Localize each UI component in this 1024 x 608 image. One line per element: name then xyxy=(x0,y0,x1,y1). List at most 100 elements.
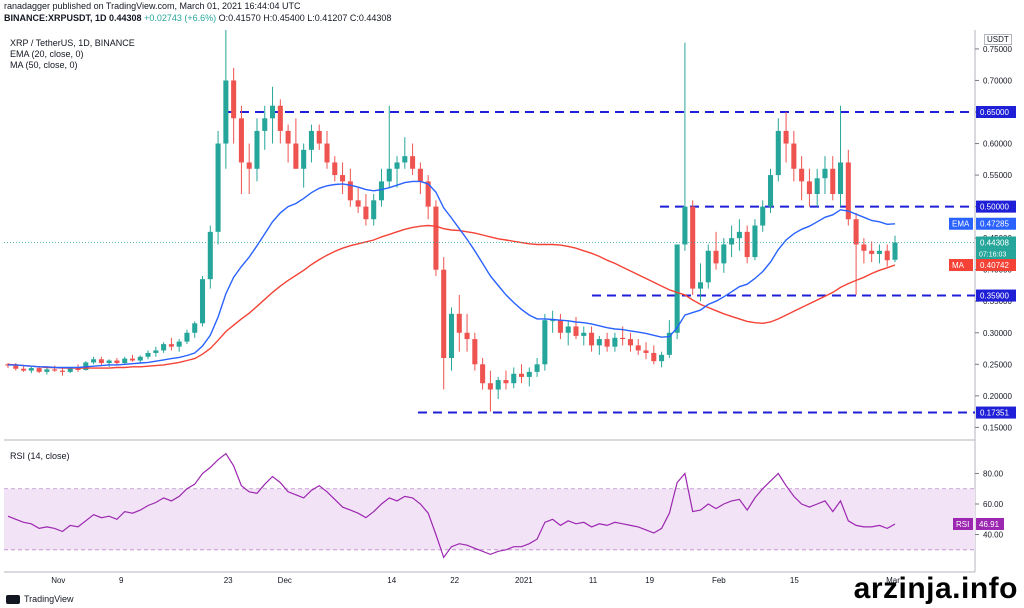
candle xyxy=(215,130,221,245)
candle-body xyxy=(511,373,517,384)
candle-body xyxy=(604,339,610,347)
level-tag-bg xyxy=(976,106,1016,118)
candle-body xyxy=(869,250,875,254)
candle xyxy=(285,124,291,163)
candle xyxy=(363,194,369,226)
candle xyxy=(557,313,563,340)
candle-body xyxy=(293,143,299,169)
candle xyxy=(456,294,462,352)
candle-body xyxy=(36,368,42,372)
candle xyxy=(28,366,34,374)
candle-body xyxy=(557,320,563,333)
time-tick-label: Mar xyxy=(886,576,900,585)
candle-body xyxy=(456,313,462,333)
rsi-tick-label: 40.00 xyxy=(983,531,1004,540)
candle xyxy=(153,346,159,357)
candle xyxy=(806,168,812,207)
candle-body xyxy=(526,371,532,377)
candle-body xyxy=(285,130,291,144)
candle xyxy=(83,361,89,371)
candle xyxy=(122,356,128,365)
candle-body xyxy=(550,320,556,322)
publisher-line: ranadagger published on TradingView.com,… xyxy=(4,1,301,11)
candle xyxy=(511,367,517,389)
candle-body xyxy=(433,206,439,270)
candle-body xyxy=(480,364,486,384)
close-value: C:0.44308 xyxy=(349,13,392,23)
candle xyxy=(666,320,672,358)
ma-price-tag-bg xyxy=(976,259,1016,272)
candle-body xyxy=(122,358,128,364)
candle xyxy=(21,366,27,372)
candle-body xyxy=(316,130,322,144)
candle-body xyxy=(884,250,890,261)
candle xyxy=(425,175,431,220)
candle-body xyxy=(301,149,307,169)
candle-body xyxy=(168,344,174,347)
candle xyxy=(231,67,237,144)
candle xyxy=(651,345,657,365)
candle xyxy=(853,212,859,295)
last-price-tag: 0.44308 xyxy=(976,236,1016,249)
candle-body xyxy=(503,380,509,384)
candle xyxy=(627,332,633,352)
candle xyxy=(721,238,727,273)
rsi-tag: RSI 46.91 xyxy=(953,517,1004,530)
candle-body xyxy=(184,332,190,342)
horizontal-level-tag: 0.50000 xyxy=(976,200,1016,213)
candle xyxy=(293,118,299,169)
level-tag-label: 0.50000 xyxy=(980,203,1009,212)
level-tag-bg xyxy=(976,289,1016,302)
currency-selector[interactable]: USDT xyxy=(984,34,1012,45)
candle-body xyxy=(417,168,423,182)
candle xyxy=(876,244,882,264)
candle-body xyxy=(262,118,268,131)
price-tick-label: 0.55000 xyxy=(983,171,1012,180)
candle xyxy=(799,156,805,201)
candle-body xyxy=(340,175,346,182)
candle xyxy=(861,238,867,264)
candle xyxy=(246,143,252,194)
candle xyxy=(129,354,136,362)
candle-body xyxy=(853,219,859,245)
candle-body xyxy=(246,162,252,169)
candle-body xyxy=(713,250,719,264)
candle-body xyxy=(324,143,330,163)
candle xyxy=(386,105,392,188)
candle xyxy=(355,187,361,213)
price-tick-label: 0.20000 xyxy=(983,392,1012,401)
candle xyxy=(752,219,758,261)
candle-body xyxy=(386,168,392,182)
candle-body xyxy=(697,282,704,289)
candle xyxy=(814,168,820,207)
rsi-tag-value: 46.91 xyxy=(979,520,1000,529)
candle-body xyxy=(277,105,283,131)
candle xyxy=(581,326,587,346)
candle-body xyxy=(192,323,198,333)
time-tick-label: 15 xyxy=(790,576,799,585)
high-value: H:0.45400 xyxy=(263,13,305,23)
last-price: 0.44308 xyxy=(109,13,142,23)
candle-body xyxy=(690,206,696,289)
candle xyxy=(145,350,151,360)
candle xyxy=(91,356,97,365)
candle-body xyxy=(729,238,735,245)
last-price-tag-value: 0.44308 xyxy=(980,239,1009,248)
candle-body xyxy=(542,320,548,365)
candle xyxy=(464,313,470,352)
candle xyxy=(542,313,548,371)
candle xyxy=(410,143,416,176)
time-tick-label: Dec xyxy=(278,576,292,585)
price-tick-label: 0.25000 xyxy=(983,360,1012,369)
candle-body xyxy=(892,242,898,260)
ma-price-tag-value: 0.40742 xyxy=(980,261,1009,270)
candle-body xyxy=(620,337,626,340)
candle-body xyxy=(332,162,338,176)
price-tick-label: 0.70000 xyxy=(983,76,1012,85)
candle-body xyxy=(270,105,276,119)
candle-body xyxy=(238,118,244,163)
candle xyxy=(371,194,377,226)
candle-body xyxy=(441,269,447,358)
candle-body xyxy=(378,181,385,201)
